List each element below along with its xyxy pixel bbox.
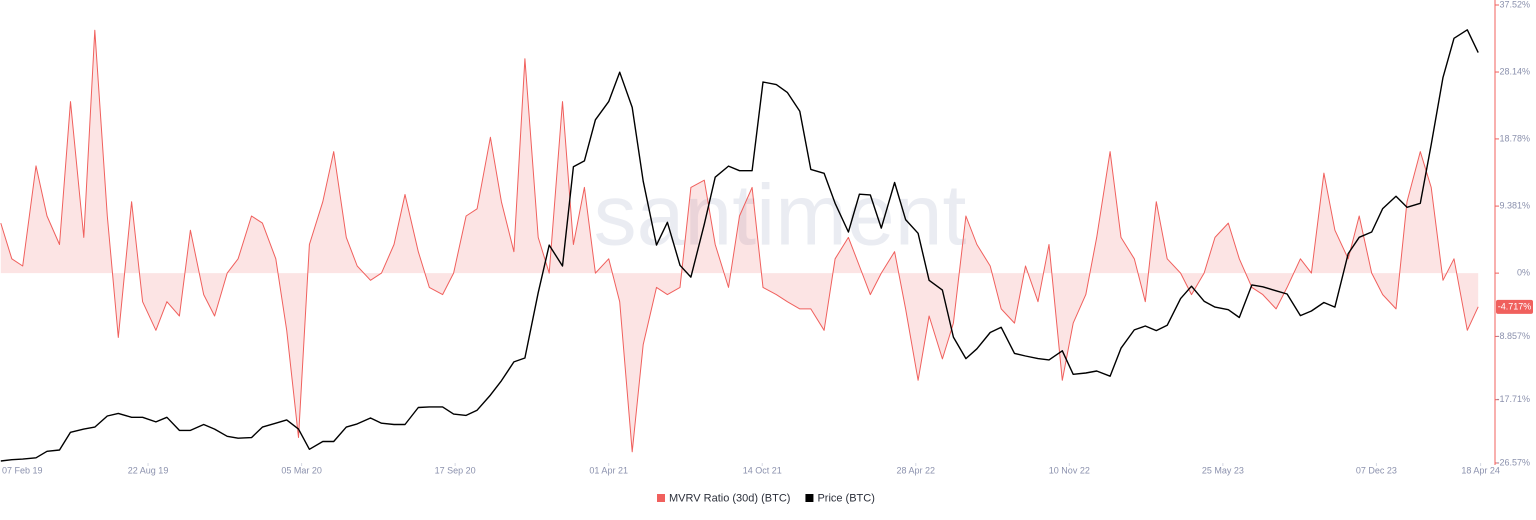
y-tick-label: 28.14% xyxy=(1499,66,1530,76)
x-tick-label: 07 Dec 23 xyxy=(1356,465,1397,475)
legend-swatch xyxy=(805,494,814,502)
y-tick-label: 9.381% xyxy=(1499,200,1530,210)
x-tick-label: 17 Sep 20 xyxy=(435,465,476,475)
y-tick-label: 37.52% xyxy=(1499,0,1530,9)
x-tick-label: 10 Nov 22 xyxy=(1049,465,1090,475)
line xyxy=(0,29,1479,453)
legend-swatch xyxy=(657,494,665,502)
x-tick-label: 18 Apr 24 xyxy=(1461,465,1500,475)
legend-label: MVRV Ratio (30d) (BTC) xyxy=(669,492,790,504)
x-tick-label: 25 May 23 xyxy=(1202,465,1244,475)
last-value-label: -4.717% xyxy=(1498,302,1532,312)
line xyxy=(0,29,1479,462)
x-tick-label: 07 Feb 19 xyxy=(2,465,43,475)
x-tick-label: 05 Mar 20 xyxy=(281,465,322,475)
last-value-box xyxy=(1496,299,1533,314)
y-tick-label: 18.78% xyxy=(1499,133,1530,143)
y-tick-label: 0% xyxy=(1517,268,1530,278)
y-tick-label: -26.57% xyxy=(1496,457,1530,467)
area xyxy=(0,30,1479,452)
y-tick-label: -8.857% xyxy=(1496,331,1530,341)
x-tick-label: 01 Apr 21 xyxy=(589,465,628,475)
x-tick-label: 28 Apr 22 xyxy=(897,465,936,475)
x-tick-label: 22 Aug 19 xyxy=(128,465,169,475)
watermark: santiment xyxy=(594,168,967,264)
legend-label: Price (BTC) xyxy=(817,492,874,504)
y-tick-label: -17.71% xyxy=(1496,394,1530,404)
x-tick-label: 14 Oct 21 xyxy=(743,465,782,475)
